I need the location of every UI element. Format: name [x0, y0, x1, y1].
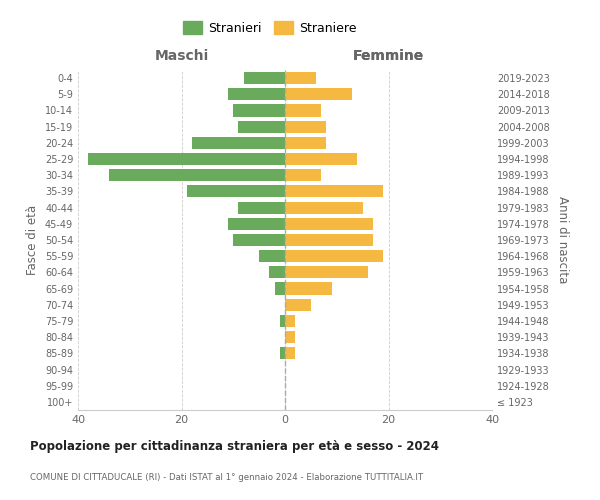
Bar	[269, 266, 285, 278]
Bar	[285, 250, 383, 262]
Legend: Stranieri, Straniere: Stranieri, Straniere	[178, 16, 362, 40]
Bar	[285, 137, 326, 149]
Bar	[275, 282, 285, 294]
Text: Maschi: Maschi	[154, 49, 209, 63]
Bar	[228, 218, 285, 230]
Bar	[233, 104, 285, 117]
Bar	[285, 234, 373, 246]
Bar	[228, 88, 285, 101]
Bar	[285, 120, 326, 132]
Bar	[285, 202, 362, 213]
Bar	[285, 72, 316, 84]
Bar	[259, 250, 285, 262]
Bar	[233, 234, 285, 246]
Bar	[88, 153, 285, 165]
Bar	[280, 315, 285, 327]
Bar	[285, 218, 373, 230]
Bar	[238, 202, 285, 213]
Text: Femmine: Femmine	[353, 49, 424, 63]
Bar	[285, 153, 358, 165]
Bar	[280, 348, 285, 360]
Bar	[244, 72, 285, 84]
Bar	[285, 169, 321, 181]
Bar	[285, 104, 321, 117]
Y-axis label: Anni di nascita: Anni di nascita	[556, 196, 569, 284]
Bar	[187, 186, 285, 198]
Bar	[285, 348, 295, 360]
Bar	[285, 282, 332, 294]
Bar	[238, 120, 285, 132]
Bar	[192, 137, 285, 149]
Bar	[109, 169, 285, 181]
Bar	[285, 315, 295, 327]
Bar	[285, 298, 311, 311]
Text: Popolazione per cittadinanza straniera per età e sesso - 2024: Popolazione per cittadinanza straniera p…	[30, 440, 439, 453]
Bar	[285, 331, 295, 343]
Bar	[285, 266, 368, 278]
Text: Femmine: Femmine	[353, 49, 424, 63]
Bar	[285, 186, 383, 198]
Text: COMUNE DI CITTADUCALE (RI) - Dati ISTAT al 1° gennaio 2024 - Elaborazione TUTTIT: COMUNE DI CITTADUCALE (RI) - Dati ISTAT …	[30, 473, 423, 482]
Y-axis label: Fasce di età: Fasce di età	[26, 205, 39, 275]
Bar	[285, 88, 352, 101]
